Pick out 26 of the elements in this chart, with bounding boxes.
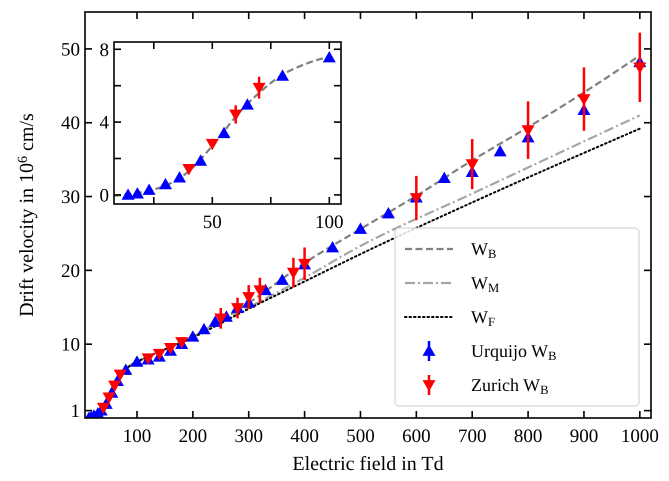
- x-tick-label: 400: [290, 426, 319, 447]
- legend-label: Urquijo W$_{B}$: [471, 341, 557, 364]
- x-tick-label: 100: [315, 212, 344, 233]
- y-tick-label: 1: [70, 401, 80, 422]
- x-tick-label: 300: [234, 426, 263, 447]
- y-tick-label: 8: [100, 40, 109, 61]
- x-tick-label: 700: [458, 426, 486, 447]
- x-tick-label: 600: [402, 426, 431, 447]
- y-tick-label: 40: [61, 113, 80, 134]
- y-tick-label: 50: [61, 39, 80, 60]
- y-tick-label: 20: [61, 260, 80, 282]
- x-tick-label: 500: [346, 426, 375, 447]
- x-tick-label: 1000: [620, 426, 659, 447]
- x-tick-label: 200: [178, 426, 208, 447]
- y-tick-label: 30: [61, 187, 80, 208]
- y-tick-label: 0: [100, 185, 109, 206]
- x-tick-label: 900: [570, 426, 598, 447]
- legend-label: W$_{F}$: [471, 307, 496, 330]
- legend-label: W$_{M}$: [471, 273, 500, 296]
- legend-label: W$_{B}$: [471, 239, 496, 262]
- legend-label: Zurich W$_{B}$: [471, 375, 549, 398]
- y-tick-label: 4: [100, 112, 110, 134]
- x-tick-label: 800: [514, 426, 542, 447]
- y-tick-label: 10: [61, 334, 80, 356]
- x-axis-title: Electric field in Td: [292, 453, 444, 475]
- x-tick-label: 100: [122, 426, 152, 447]
